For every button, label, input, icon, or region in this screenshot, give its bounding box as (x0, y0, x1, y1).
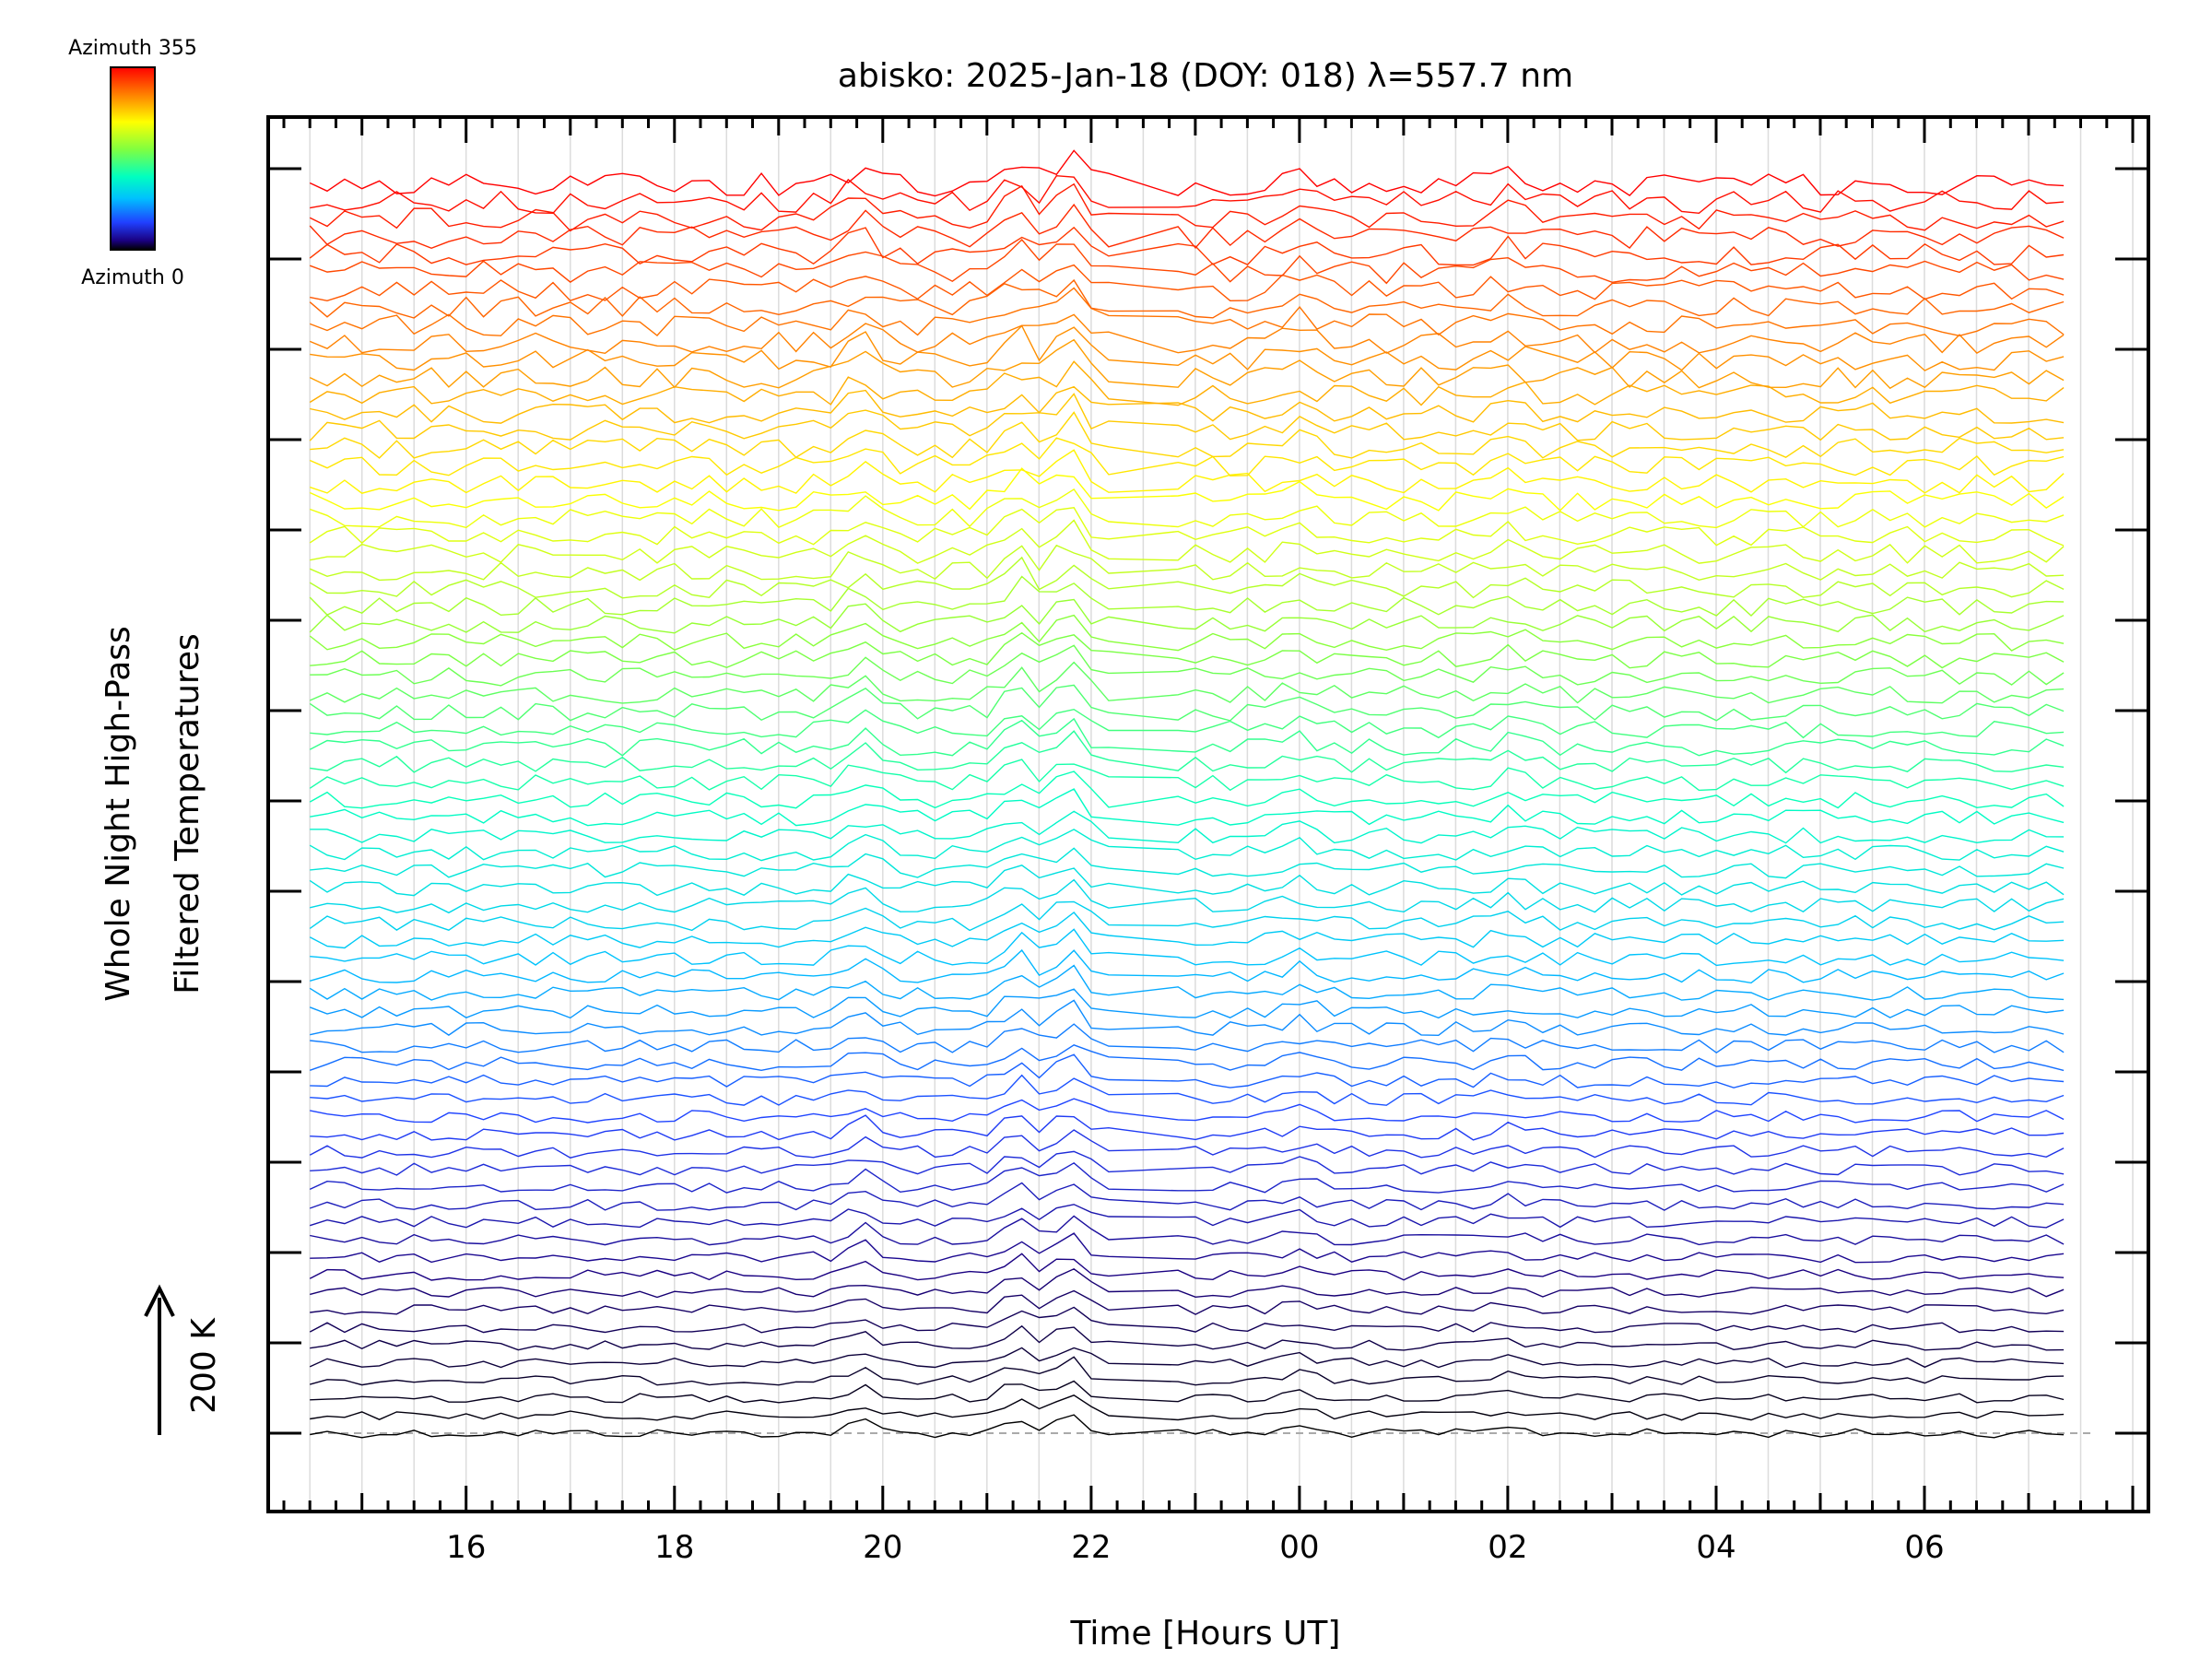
trace-line (309, 488, 2065, 529)
x-tick-label: 00 (1279, 1529, 1319, 1566)
trace-line (310, 1394, 2065, 1421)
trace-line (309, 556, 2065, 599)
trace-line (310, 1232, 2065, 1264)
trace-line (310, 1324, 2065, 1351)
trace-line (309, 964, 2065, 1001)
trace-line (309, 437, 2065, 477)
x-tick-label: 02 (1488, 1529, 1527, 1566)
trace-line (310, 810, 2065, 844)
trace-line (309, 313, 2065, 355)
trace-line (309, 684, 2065, 722)
trace-line (309, 1204, 2065, 1229)
trace-line (310, 730, 2065, 774)
trace-line (310, 1380, 2065, 1404)
chart-title: abisko: 2025-Jan-18 (DOY: 018) λ=557.7 n… (838, 57, 1573, 95)
trace-line (310, 174, 2065, 215)
trace-line (310, 1215, 2065, 1246)
colorbar-bottom-label: Azimuth 0 (81, 266, 184, 289)
trace-line (310, 1356, 2065, 1386)
trace-line (310, 1074, 2065, 1106)
trace-line (309, 865, 2065, 897)
trace-line (309, 614, 2065, 652)
trace-line (309, 1347, 2065, 1369)
scale-indicator: 200 K (144, 1284, 223, 1435)
trace-line (309, 759, 2065, 792)
trace-line (310, 999, 2065, 1037)
trace-line (310, 928, 2065, 967)
trace-line (309, 238, 2065, 285)
grid (309, 117, 2134, 1512)
trace-line (309, 1306, 2065, 1334)
trace-line (309, 449, 2065, 494)
trace-line (309, 717, 2065, 757)
y-axis-label-line1: Whole Night High-Pass (100, 626, 137, 1002)
colorbar: Azimuth 355 Azimuth 0 (68, 37, 197, 289)
trace-line (309, 226, 2065, 266)
trace-line (310, 324, 2065, 371)
trace-line (309, 507, 2065, 547)
trace-line (310, 1267, 2065, 1299)
trace-line (310, 1098, 2065, 1124)
trace-line (310, 519, 2065, 564)
trace-line (310, 948, 2065, 984)
trace-line (310, 264, 2065, 302)
trace-line (310, 788, 2065, 827)
trace-line (309, 1129, 2065, 1159)
trace-line (309, 287, 2065, 337)
trace-line (309, 360, 2065, 406)
trace-line (309, 544, 2065, 582)
x-tick-label: 06 (1904, 1529, 1944, 1566)
y-axis-label: Whole Night High-Pass Filtered Temperatu… (100, 626, 206, 1002)
scale-label: 200 K (185, 1317, 223, 1414)
x-axis-label: Time [Hours UT] (1070, 1615, 1341, 1653)
trace-line (309, 900, 2065, 932)
trace-line (309, 829, 2065, 862)
trace-line (310, 1053, 2065, 1088)
trace-line (309, 575, 2065, 617)
trace-line (310, 1414, 2065, 1439)
x-axis-tick-labels: 16 18 20 22 00 02 04 06 (446, 1529, 1945, 1566)
trace-line (310, 847, 2065, 879)
x-axis-ticks (282, 117, 2135, 1512)
trace-line (309, 1161, 2065, 1194)
trace-line (310, 708, 2065, 739)
x-tick-label: 16 (446, 1529, 486, 1566)
y-axis-label-line2: Filtered Temperatures (169, 633, 206, 994)
colorbar-top-label: Azimuth 355 (68, 37, 197, 60)
trace-line (309, 278, 2065, 319)
trace-line (310, 411, 2065, 459)
trace-line (309, 182, 2065, 232)
trace-line (310, 644, 2065, 687)
trace-line (310, 878, 2065, 914)
trace-line (309, 393, 2065, 441)
trace-line (309, 598, 2065, 634)
x-tick-label: 04 (1696, 1529, 1735, 1566)
trace-line (310, 1023, 2065, 1054)
trace-line (310, 1114, 2065, 1141)
x-tick-label: 20 (863, 1529, 902, 1566)
colorbar-gradient (110, 66, 156, 251)
trace-line (310, 385, 2065, 424)
plot-frame (266, 115, 2150, 1513)
trace-line (309, 988, 2065, 1019)
trace-line (309, 771, 2065, 809)
trace-line (309, 1044, 2065, 1072)
trace-line (309, 912, 2065, 949)
x-tick-label: 22 (1071, 1529, 1111, 1566)
x-tick-label: 18 (654, 1529, 694, 1566)
trace-line (309, 467, 2065, 512)
trace-line (309, 203, 2065, 250)
trace-line (310, 631, 2065, 669)
y-axis-ticks (268, 167, 2148, 1435)
traces (309, 149, 2065, 1439)
trace-line (309, 149, 2065, 197)
trace-line (310, 1150, 2065, 1176)
up-arrow-icon (144, 1284, 175, 1317)
trace-line (310, 1289, 2065, 1315)
trace-line (309, 661, 2065, 704)
trace-line (309, 1253, 2065, 1281)
trace-line (309, 1182, 2065, 1211)
trace-line (309, 338, 2065, 390)
